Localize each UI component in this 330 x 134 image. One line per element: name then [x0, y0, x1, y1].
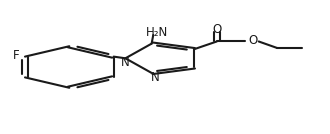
- Text: N: N: [151, 71, 160, 84]
- Text: O: O: [248, 34, 258, 47]
- Text: N: N: [121, 56, 130, 70]
- Text: O: O: [212, 23, 221, 36]
- Text: F: F: [13, 49, 19, 62]
- Text: H₂N: H₂N: [146, 26, 168, 39]
